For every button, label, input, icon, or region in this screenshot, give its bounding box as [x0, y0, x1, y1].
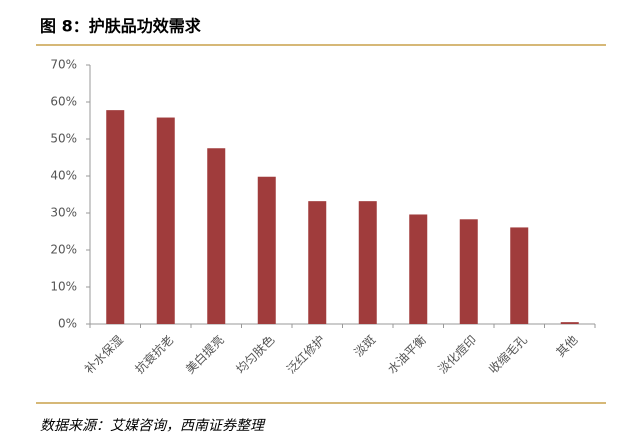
bar	[510, 227, 529, 324]
x-tick-label: 泛红修护	[283, 332, 328, 377]
bar	[156, 117, 175, 324]
y-tick-label: 30%	[50, 206, 77, 220]
x-tick-label: 补水保湿	[81, 332, 126, 377]
y-tick-label: 20%	[50, 243, 77, 257]
y-tick-label: 10%	[50, 280, 77, 294]
y-tick-label: 40%	[50, 169, 77, 183]
bar	[409, 214, 428, 324]
bar	[106, 110, 125, 324]
x-tick-label: 均匀肤色	[233, 332, 278, 377]
x-tick-label: 收缩毛孔	[485, 332, 530, 377]
source: 数据来源：艾媒咨询，西南证券整理	[40, 418, 266, 434]
bar	[459, 219, 478, 324]
x-tick-label: 美白提亮	[182, 332, 227, 377]
y-tick-label: 0%	[58, 317, 77, 331]
y-tick-label: 60%	[50, 95, 77, 109]
bar	[358, 201, 377, 324]
x-tick-label: 其他	[553, 333, 580, 360]
x-tick-label: 淡化痘印	[435, 332, 480, 377]
bar	[308, 201, 327, 324]
x-tick-label: 水油平衡	[385, 333, 429, 377]
x-tick-label: 淡斑	[351, 333, 378, 360]
y-tick-label: 50%	[50, 132, 77, 146]
bar	[257, 176, 276, 324]
chart-title: 图 8：护肤品功效需求	[40, 17, 202, 36]
x-tick-label: 抗衰抗老	[132, 332, 177, 377]
bar	[207, 148, 226, 324]
bar	[560, 322, 579, 324]
y-tick-label: 70%	[50, 58, 77, 72]
